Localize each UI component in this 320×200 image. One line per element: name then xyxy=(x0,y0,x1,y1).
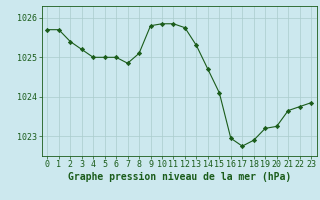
X-axis label: Graphe pression niveau de la mer (hPa): Graphe pression niveau de la mer (hPa) xyxy=(68,172,291,182)
